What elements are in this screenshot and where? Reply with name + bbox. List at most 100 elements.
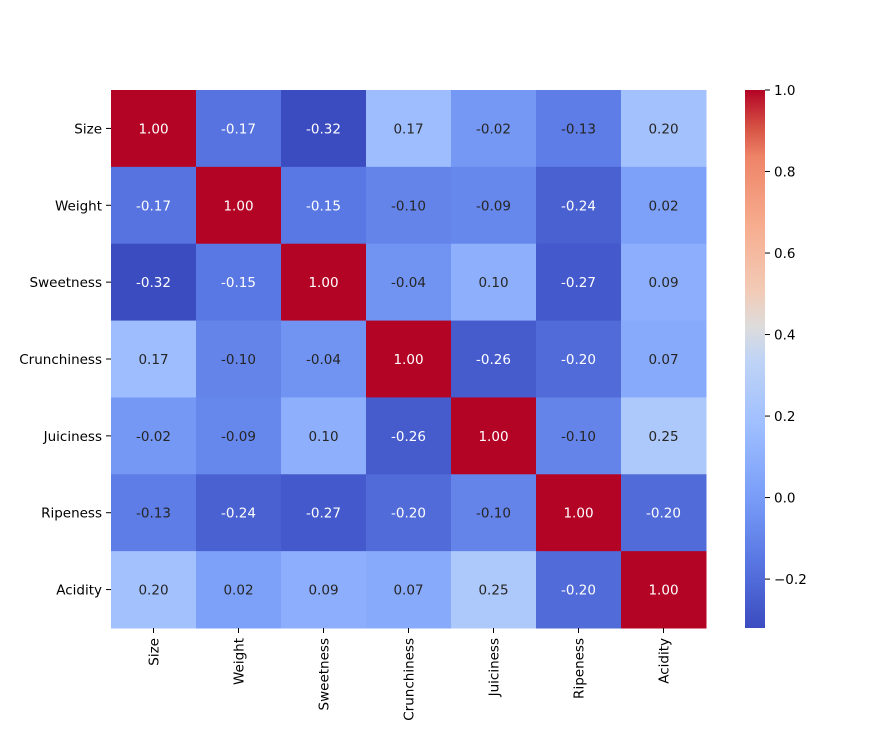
heatmap-cell-value: 1.00	[308, 275, 338, 291]
heatmap-cell-weight-crunchiness	[366, 166, 452, 245]
heatmap-cell-value: 0.10	[308, 429, 338, 445]
heatmap-cell-value: -0.13	[136, 506, 171, 522]
x-tick-label-acidity: Acidity	[657, 638, 673, 684]
y-tick-label-juiciness: Juiciness	[43, 429, 102, 445]
colorbar-tick-label: 0.4	[774, 328, 795, 344]
y-tick-label-ripeness: Ripeness	[41, 506, 102, 522]
heatmap-cell-value: -0.15	[306, 198, 341, 214]
heatmap-cell-value: 1.00	[138, 121, 168, 137]
colorbar-tick-label: 0.6	[774, 246, 795, 262]
heatmap-cell-crunchiness-size	[111, 320, 197, 398]
x-tick-labels: Size Weight Sweetness Crunchiness Juiciness R…	[147, 628, 673, 721]
heatmap-cell-value: -0.17	[221, 121, 256, 137]
y-tick-label-acidity: Acidity	[56, 583, 102, 599]
x-tick-label-ripeness: Ripeness	[572, 638, 588, 699]
heatmap-cell-value: -0.02	[476, 121, 511, 137]
heatmap-cell-value: -0.02	[136, 429, 171, 445]
x-tick-label-weight: Weight	[232, 638, 248, 685]
heatmap-cell-acidity-sweetness	[281, 551, 367, 629]
heatmap-cell-value: 0.10	[478, 275, 508, 291]
heatmap-cell-crunchiness-crunchiness	[366, 320, 452, 398]
heatmap-cell-value: 1.00	[478, 429, 508, 445]
heatmap-cell-ripeness-weight	[196, 474, 282, 552]
heatmap-cell-weight-juiciness	[451, 166, 537, 245]
heatmap-cell-sweetness-acidity	[621, 243, 707, 322]
heatmap-cell-value: -0.15	[221, 275, 256, 291]
heatmap-cell-acidity-size	[111, 551, 197, 629]
heatmap-cell-value: -0.20	[561, 352, 596, 368]
heatmap-cell-crunchiness-weight	[196, 320, 282, 398]
heatmap-cell-size-sweetness	[281, 90, 367, 168]
heatmap-cell-value: -0.24	[221, 506, 256, 522]
heatmap-cell-sweetness-weight	[196, 243, 282, 322]
x-tick-label-size: Size	[147, 638, 163, 666]
y-tick-label-sweetness: Sweetness	[30, 275, 102, 291]
heatmap-cell-ripeness-acidity	[621, 474, 707, 552]
heatmap-cell-ripeness-juiciness	[451, 474, 537, 552]
heatmap-cell-value: -0.20	[646, 506, 681, 522]
heatmap-cell-value: -0.04	[306, 352, 341, 368]
heatmap-cell-crunchiness-ripeness	[536, 320, 622, 398]
heatmap-cell-value: 1.00	[563, 506, 593, 522]
heatmap-cell-weight-acidity	[621, 166, 707, 245]
heatmap-cell-value: -0.17	[136, 198, 171, 214]
heatmap-cell-value: -0.20	[391, 506, 426, 522]
x-tick-label-crunchiness: Crunchiness	[402, 638, 418, 721]
heatmap-cell-value: -0.13	[561, 121, 596, 137]
heatmap-cell-acidity-juiciness	[451, 551, 537, 629]
heatmap-cell-value: -0.10	[476, 506, 511, 522]
heatmap-cell-value: 0.02	[648, 198, 678, 214]
heatmap-cell-juiciness-sweetness	[281, 397, 367, 475]
heatmap-cell-value: -0.10	[391, 198, 426, 214]
heatmap-cell-sweetness-sweetness	[281, 243, 367, 322]
heatmap-cell-acidity-crunchiness	[366, 551, 452, 629]
heatmap-cell-value: 0.20	[648, 121, 678, 137]
colorbar-tick-label: 1.0	[774, 83, 795, 99]
heatmap-cell-crunchiness-sweetness	[281, 320, 367, 398]
heatmap-cell-value: 0.17	[393, 121, 423, 137]
heatmap-cell-value: 0.09	[308, 583, 338, 599]
colorbar-tick-label: 0.2	[774, 409, 795, 425]
heatmap-cell-value: 0.02	[223, 583, 253, 599]
heatmap-cell-weight-size	[111, 166, 197, 245]
heatmap-cell-value: -0.26	[476, 352, 511, 368]
heatmap-cell-value: 1.00	[393, 352, 423, 368]
colorbar-tick-label: 0.0	[774, 491, 795, 507]
heatmap-cell-value: 0.20	[138, 583, 168, 599]
heatmap-cell-juiciness-crunchiness	[366, 397, 452, 475]
heatmap-cell-value: 0.25	[648, 429, 678, 445]
heatmap-cell-value: -0.09	[476, 198, 511, 214]
heatmap-cell-value: -0.20	[561, 583, 596, 599]
heatmap-cell-juiciness-size	[111, 397, 197, 475]
heatmap-cell-size-ripeness	[536, 90, 622, 168]
y-tick-labels: Size Weight Sweetness Crunchiness Juiciness R…	[19, 121, 111, 599]
colorbar-tick-label: −0.2	[774, 572, 807, 588]
heatmap-cell-ripeness-crunchiness	[366, 474, 452, 552]
heatmap-cell-sweetness-ripeness	[536, 243, 622, 322]
heatmap-cell-value: 0.07	[393, 583, 423, 599]
heatmap-cell-value: 1.00	[648, 583, 678, 599]
colorbar-gradient	[745, 90, 765, 628]
heatmap-cell-juiciness-ripeness	[536, 397, 622, 475]
heatmap-cell-value: 0.17	[138, 352, 168, 368]
y-tick-label-crunchiness: Crunchiness	[19, 352, 102, 368]
heatmap-cell-weight-sweetness	[281, 166, 367, 245]
heatmap-cell-ripeness-size	[111, 474, 197, 552]
heatmap-cell-size-size	[111, 90, 197, 168]
heatmap-cell-size-juiciness	[451, 90, 537, 168]
heatmap-cell-ripeness-ripeness	[536, 474, 622, 552]
heatmap-cell-value: 0.07	[648, 352, 678, 368]
heatmap-cell-value: -0.10	[221, 352, 256, 368]
heatmap-cell-size-weight	[196, 90, 282, 168]
heatmap-cell-value: 0.25	[478, 583, 508, 599]
heatmap-cell-value: 1.00	[223, 198, 253, 214]
heatmap-cell-value: -0.10	[561, 429, 596, 445]
heatmap-cell-sweetness-juiciness	[451, 243, 537, 322]
heatmap-cells: 1.00 -0.17 -0.32 0.17 -0.02 -0.13 0.20 -0.17 1.0…	[111, 90, 707, 629]
y-tick-label-size: Size	[74, 121, 102, 137]
heatmap-cell-value: 0.09	[648, 275, 678, 291]
x-tick-label-juiciness: Juiciness	[487, 638, 503, 697]
heatmap-cell-acidity-acidity	[621, 551, 707, 629]
